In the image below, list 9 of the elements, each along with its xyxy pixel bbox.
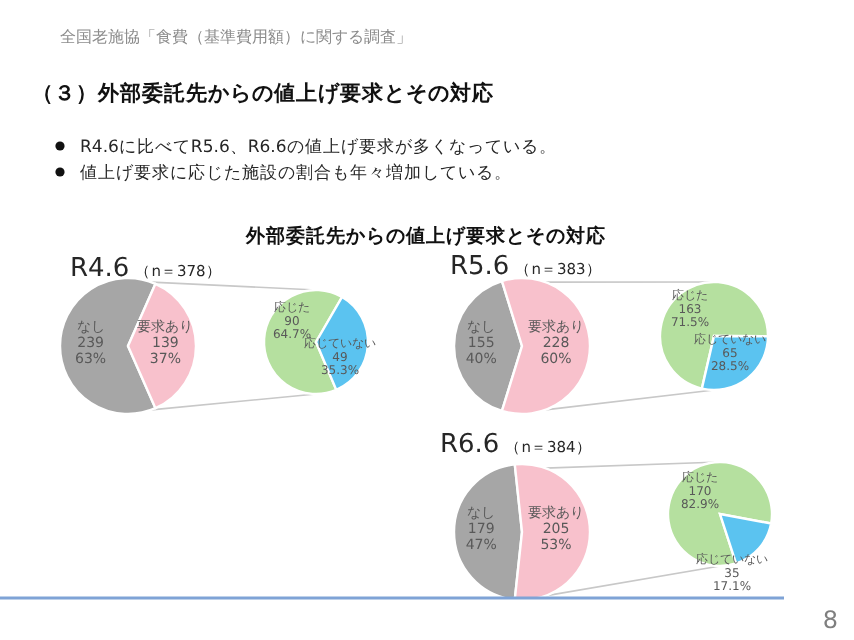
text: （３）外部委託先からの値上げ要求とその対応 (32, 80, 494, 106)
chart-title: R5.6 (450, 252, 510, 282)
text: 全国老施協「食費（基準費用額）に関する調査」 (60, 28, 412, 46)
text: 値上げ要求に応じた施設の割合も年々増加している。 (80, 162, 512, 184)
text: 8 (822, 606, 838, 634)
text: 外部委託先からの値上げ要求とその対応 (244, 224, 606, 248)
chart-title: R6.6 (440, 430, 500, 460)
text: R4.6に比べてR5.6、R6.6の値上げ要求が多くなっている。 (80, 136, 557, 158)
chart-title: R4.6 (70, 254, 130, 284)
